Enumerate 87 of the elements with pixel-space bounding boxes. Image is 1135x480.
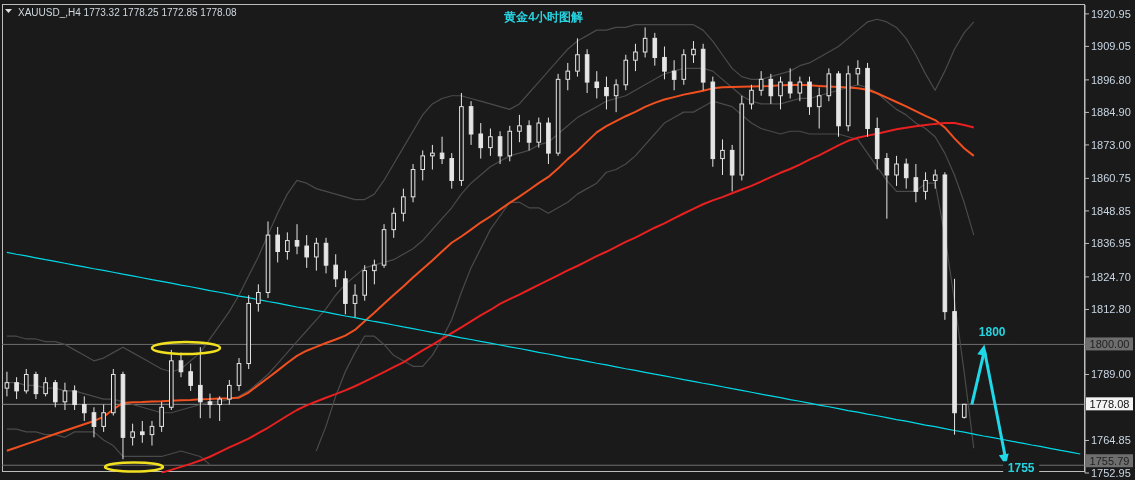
candlestick [768,73,774,105]
candlestick [652,32,658,67]
candlestick [140,420,145,444]
candlestick [826,67,832,102]
candlestick [517,114,522,143]
candlestick [33,371,39,400]
candlestick [594,70,600,99]
annotation: XAUUSD_,H4 1773.32 1778.25 1772.85 1778.08 [18,7,237,18]
y-tick-label: 1860.75 [1091,172,1131,185]
annotation: 1755 [1007,461,1035,476]
candlestick [749,84,754,110]
y-tick-label: 1896.80 [1091,73,1131,86]
y-tick-label: 1836.95 [1091,237,1131,250]
candlestick [778,76,783,110]
candlestick [333,253,338,288]
candlestick [884,152,890,220]
candlestick [188,363,193,392]
candlestick [449,152,455,190]
candlestick [101,404,106,433]
y-tick-label: 1752.95 [1091,466,1131,479]
ref-line-label: 1755.79 [1089,455,1130,468]
candlestick [575,37,580,78]
candlestick [23,368,29,395]
candlestick [159,401,164,433]
candlestick [207,393,213,419]
candlestick [855,59,861,86]
y-tick-label: 1920.95 [1091,7,1131,20]
candlestick [671,59,677,91]
candlestick [488,128,493,157]
candlestick [787,67,793,99]
ref-line-label: 1800.00 [1089,338,1130,351]
candlestick [758,70,764,97]
candlestick [401,188,406,222]
candlestick [372,259,377,285]
candlestick [14,376,19,400]
candlestick [720,138,725,176]
line-series [160,122,975,473]
candlestick [52,379,58,408]
candlestick [662,46,667,80]
candlestick [256,283,261,313]
candlestick [304,234,309,269]
y-tick-label: 1909.05 [1091,40,1131,53]
y-tick-label: 1812.80 [1091,303,1131,316]
candlestick [439,136,445,165]
candlestick [420,149,426,181]
candlestick [923,171,928,201]
y-tick-label: 1789.00 [1091,368,1131,381]
candlestick [497,130,503,165]
candlestick [4,371,10,397]
candlestick [314,237,319,272]
text: 黄金4小时图解 [503,10,583,24]
y-tick-label: 1824.70 [1091,270,1131,283]
candlestick [903,158,909,190]
candlestick [932,169,938,190]
candlestick [130,423,135,447]
candlestick [285,231,290,261]
candlestick [913,163,919,203]
candlestick [227,379,232,406]
ref-line-label: 1778.08 [1089,398,1130,411]
candlestick [294,223,300,255]
y-tick-label: 1873.00 [1091,138,1131,151]
candlestick [275,226,280,263]
y-tick-label: 1764.85 [1091,434,1131,447]
candlestick [81,395,87,422]
candlestick [43,376,48,397]
candlestick [816,87,822,130]
candlestick [613,78,619,113]
candlestick [478,122,484,160]
candlestick [691,40,696,64]
candlestick [391,207,397,239]
y-tick-label: 1848.85 [1091,204,1131,217]
candlestick [604,76,609,110]
candlestick [198,346,203,419]
candlestick [430,144,435,171]
candlestick [565,62,571,91]
candlestick [526,119,532,151]
candlestick [797,76,803,102]
candlestick [72,384,77,411]
line-series [6,251,1081,455]
candlestick [894,155,899,187]
candlestick [91,406,97,438]
candlestick [536,117,542,149]
candlestick [642,26,648,58]
candlestick [217,395,222,422]
annotation: 1800 [978,325,1006,340]
y-tick-label: 1884.90 [1091,106,1131,119]
candlestick [633,43,638,72]
